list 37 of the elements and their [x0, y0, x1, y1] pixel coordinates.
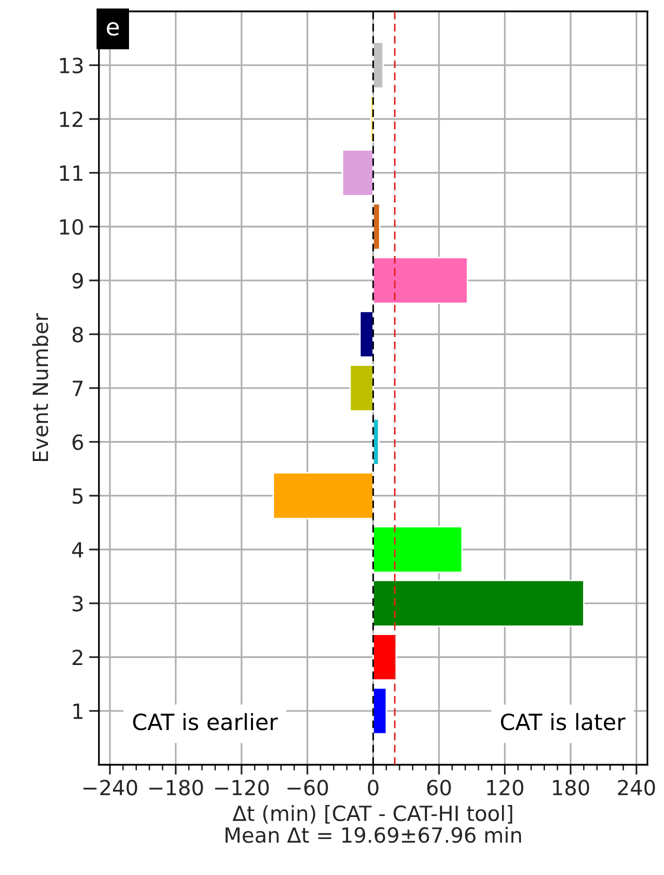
x-axis-title: Δt (min) [CAT - CAT-HI tool] Mean Δt = 19.69±67.96 min	[226, 805, 521, 843]
y-tick-label: 2	[72, 650, 82, 666]
y-tick-label: 11	[60, 166, 82, 181]
bar	[372, 580, 584, 627]
y-tick-label: 5	[72, 488, 83, 504]
x-tick-label: 240	[618, 780, 655, 796]
bar	[372, 634, 397, 681]
bar	[359, 310, 374, 358]
y-tick-label: 12	[60, 111, 82, 127]
y-tick-label: 3	[72, 596, 83, 612]
bar	[272, 472, 374, 520]
bar	[342, 149, 374, 196]
y-tick-label: 10	[60, 219, 83, 235]
x-tick-label: −120	[215, 780, 269, 796]
y-tick-label: 4	[72, 542, 84, 558]
annotation: e	[106, 22, 119, 36]
x-tick-label: 120	[487, 780, 524, 796]
bar	[372, 526, 463, 574]
annotation: CAT is earlier	[133, 713, 278, 730]
bar	[349, 364, 374, 412]
bar	[372, 42, 384, 89]
x-tick-label: −240	[84, 780, 138, 796]
y-tick-label: 9	[72, 272, 83, 289]
y-tick-label: 8	[72, 326, 83, 342]
x-tick-label: −180	[149, 780, 203, 796]
bar	[372, 687, 388, 735]
annotation: CAT is later	[500, 713, 626, 730]
x-tick-label: 0	[368, 780, 378, 796]
bar	[372, 256, 468, 304]
x-tick-label: 180	[553, 780, 590, 796]
y-tick-label: 13	[60, 58, 83, 74]
y-tick-label: 1	[73, 704, 82, 719]
y-axis-title: Event Number	[32, 313, 48, 462]
y-tick-label: 7	[72, 380, 83, 396]
y-tick-label: 6	[72, 434, 84, 450]
x-tick-label: 60	[427, 780, 451, 796]
x-tick-label: −60	[288, 780, 328, 796]
